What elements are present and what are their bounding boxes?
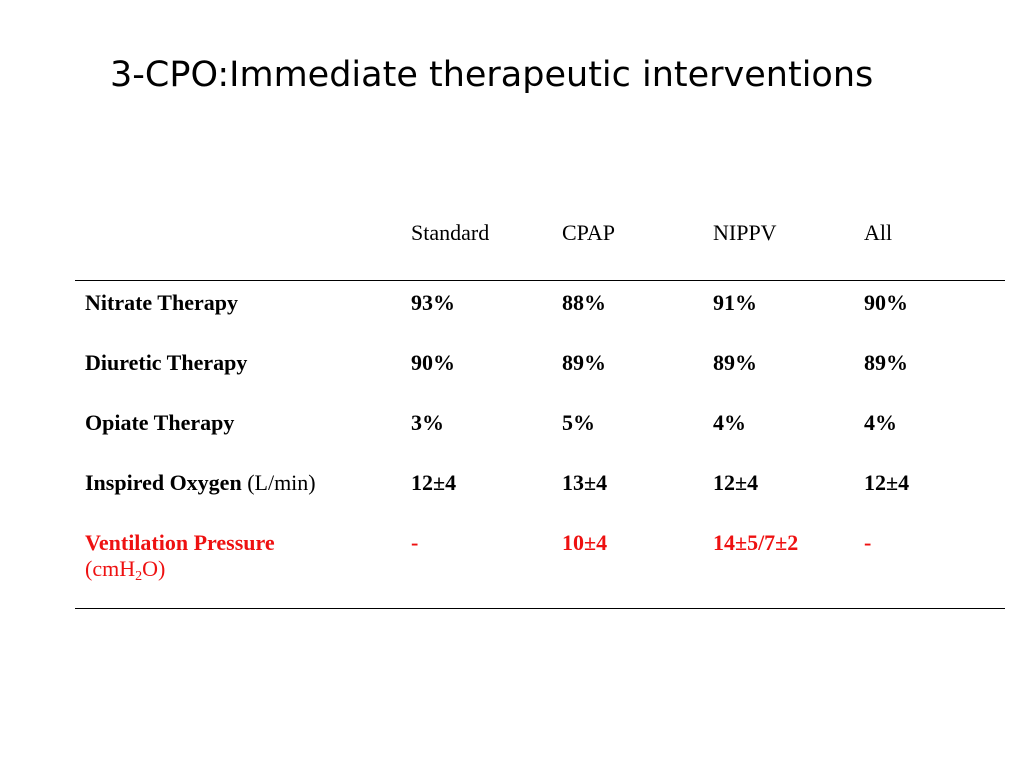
cell-nippv: 12±4 <box>713 469 759 495</box>
row-unit: (L/min) <box>247 469 316 495</box>
slide-title: 3-CPO:Immediate therapeutic intervention… <box>110 55 874 95</box>
cell-nippv: 4% <box>713 409 746 435</box>
cell-all: 4% <box>864 409 897 435</box>
row-label: Nitrate Therapy <box>75 281 401 341</box>
row-label: Diuretic Therapy <box>75 341 401 401</box>
table-row: Nitrate Therapy 93% 88% 91% 90% <box>75 281 1005 341</box>
unit-prefix: (cmH <box>85 555 136 581</box>
table-row-highlight: Ventilation Pressure (cmH2O) - 10±4 14±5/… <box>75 520 1005 609</box>
header-all: All <box>854 212 1005 281</box>
cell-standard: 3% <box>411 409 444 435</box>
row-label-text: Nitrate Therapy <box>85 290 238 315</box>
cell-cpap: 13±4 <box>562 469 608 495</box>
row-label-text: Opiate Therapy <box>85 409 235 435</box>
cell-cpap: 10±4 <box>552 520 703 609</box>
header-blank <box>75 212 401 281</box>
cell-standard: - <box>401 520 552 609</box>
row-unit: (cmH2O) <box>85 555 166 584</box>
unit-suffix: O) <box>142 555 166 581</box>
cell-all: - <box>854 520 1005 609</box>
cell-nippv: 89% <box>713 349 757 375</box>
cell-all: 12±4 <box>864 469 910 495</box>
cell-all: 90% <box>864 290 908 315</box>
cell-standard: 90% <box>411 349 455 375</box>
row-label: Inspired Oxygen (L/min) <box>75 461 401 521</box>
header-cpap: CPAP <box>552 212 703 281</box>
cell-cpap: 5% <box>562 409 595 435</box>
cell-standard: 12±4 <box>411 469 457 495</box>
row-label-text: Ventilation Pressure <box>85 529 275 555</box>
header-row: Standard CPAP NIPPV All <box>75 212 1005 281</box>
table-body: Nitrate Therapy 93% 88% 91% 90% Diuretic… <box>75 281 1005 609</box>
row-label: Ventilation Pressure (cmH2O) <box>75 520 401 609</box>
table-row: Opiate Therapy 3% 5% 4% 4% <box>75 401 1005 461</box>
cell-nippv: 14±5/7±2 <box>703 520 854 609</box>
cell-standard: 93% <box>411 290 455 315</box>
cell-cpap: 88% <box>562 290 606 315</box>
cell-nippv: 91% <box>713 290 757 315</box>
table-row: Diuretic Therapy 90% 89% 89% 89% <box>75 341 1005 401</box>
table-header: Standard CPAP NIPPV All <box>75 212 1005 281</box>
row-label: Opiate Therapy <box>75 401 401 461</box>
unit-subscript: 2 <box>135 568 143 584</box>
table-row: Inspired Oxygen (L/min) 12±4 13±4 12±4 1… <box>75 461 1005 521</box>
header-nippv: NIPPV <box>703 212 854 281</box>
cell-cpap: 89% <box>562 349 606 375</box>
row-label-text: Inspired Oxygen <box>85 469 242 495</box>
interventions-table: Standard CPAP NIPPV All Nitrate Therapy … <box>75 212 1005 609</box>
header-standard: Standard <box>401 212 552 281</box>
row-label-text: Diuretic Therapy <box>85 349 248 375</box>
cell-all: 89% <box>864 349 908 375</box>
